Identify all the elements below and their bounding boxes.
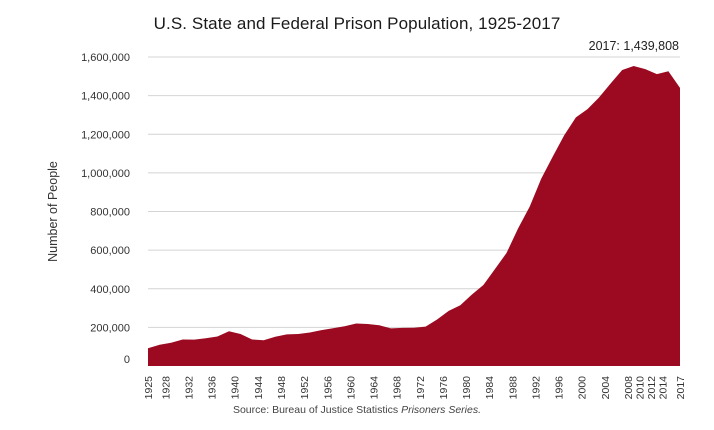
x-tick-label: 1948 [276,376,288,400]
source-prefix: Source [232,404,267,416]
x-tick-label: 1996 [554,376,566,400]
x-tick-label: 1952 [299,376,311,400]
x-tick-label: 2014 [658,376,670,400]
x-tick-label: 2008 [623,376,635,400]
x-tick-label: 1984 [484,376,496,400]
x-tick-label: 2012 [646,376,658,400]
prison-population-area [148,66,680,366]
x-tick-label: 1964 [369,376,381,400]
x-tick-labels: 1925 1928 1932 1936 1940 1944 1948 1952 1956 1960… [143,376,687,400]
y-tick-label: 600,000 [90,245,130,257]
y-tick-label: 800,000 [90,207,130,219]
x-tick-label: 1972 [415,376,427,400]
x-tick-label: 1992 [530,376,542,400]
chart-title: U.S. State and Federal Prison Population… [153,14,561,33]
x-tick-label: 2000 [577,376,589,400]
x-tick-label: 1944 [253,376,265,400]
y-tick-label: 1,400,000 [81,91,130,103]
x-tick-label: 1928 [160,376,172,400]
y-tick-label: 1,200,000 [81,129,130,141]
y-tick-labels: 0 200,000 400,000 600,000 800,000 1,000,000 1,… [81,52,130,366]
y-tick-label: 1,600,000 [81,52,130,64]
annotation-2017: 2017: 1,439,808 [589,39,679,53]
source-text: : Bureau of Justice Statistics [266,404,402,416]
x-tick-label: 1956 [322,376,334,400]
x-tick-label: 1936 [207,376,219,400]
x-tick-label: 1932 [184,376,196,400]
y-tick-label: 1,000,000 [81,168,130,180]
source-series: Prisoners Series. [401,404,482,416]
x-tick-label: 1988 [507,376,519,400]
y-tick-label: 0 [124,354,130,366]
y-tick-label: 200,000 [90,322,130,334]
x-tick-label: 1980 [461,376,473,400]
x-tick-label: 1960 [345,376,357,400]
x-tick-label: 2010 [635,376,647,400]
x-tick-label: 1968 [392,376,404,400]
y-tick-label: 400,000 [90,284,130,296]
source-note: Source: Bureau of Justice Statistics Pri… [0,404,714,416]
x-tick-label: 1925 [143,376,155,400]
x-tick-label: 2004 [600,376,612,400]
x-tick-label: 1940 [230,376,242,400]
x-tick-label: 2017 [675,376,687,400]
x-tick-label: 1976 [438,376,450,400]
y-axis-label: Number of People [46,161,60,262]
